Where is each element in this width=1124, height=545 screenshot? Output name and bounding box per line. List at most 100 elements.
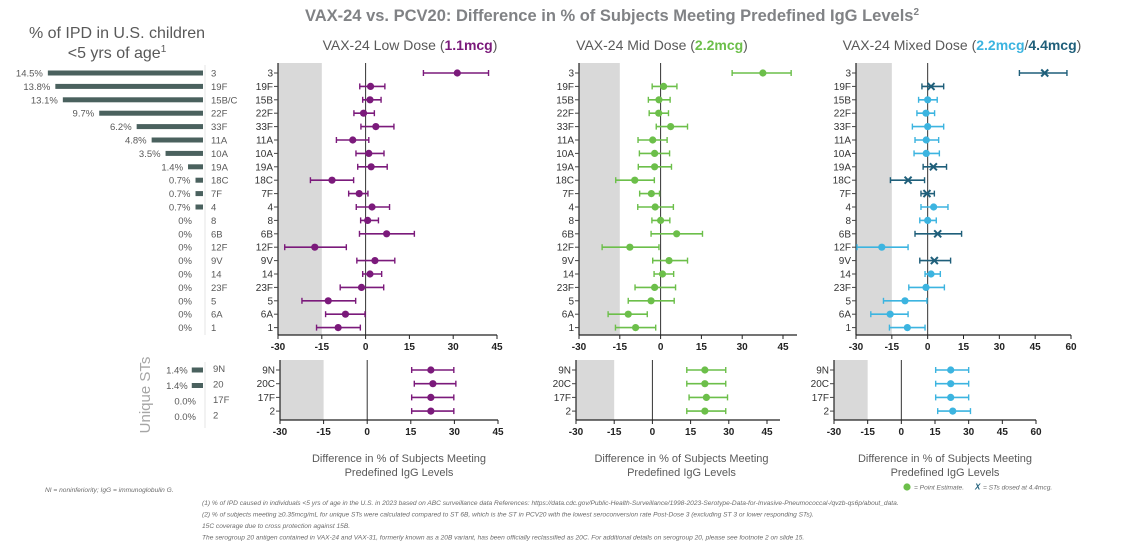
point-estimate: [359, 109, 368, 117]
ipd-bar-value: 0%: [178, 256, 192, 267]
serotype-label: 12F: [256, 243, 273, 254]
serotype-label: 7F: [261, 189, 273, 200]
dose-label: 4.4mcg: [1028, 37, 1076, 53]
point-estimate: [366, 96, 374, 104]
serotype-label: 20C: [257, 379, 275, 390]
forest-row: 9V: [839, 256, 952, 267]
ipd-bar: [136, 124, 203, 130]
ipd-bar-value: 13.1%: [31, 95, 58, 106]
forest-row: 22F: [557, 109, 670, 120]
forest-row: 17F: [812, 393, 970, 404]
ipd-bar: [188, 164, 203, 170]
mid-dose-unique-plot-area: -30 -15 0 15 30 45 9N 20C 17F 2: [553, 360, 780, 438]
serotype-label: 12F: [834, 243, 851, 254]
x-tick-label: -15: [316, 427, 331, 438]
mixed-dose-title: VAX-24 Mixed Dose (2.2mcg/4.4mcg): [843, 37, 1082, 53]
x-marker-legend-label: = STs dosed at 4.4mcg.: [983, 485, 1052, 492]
ipd-bar-value: 6.2%: [110, 122, 132, 133]
x-tick-label: 0: [658, 342, 664, 353]
point-estimate: [371, 257, 379, 265]
serotype-label: 6A: [562, 310, 575, 321]
ipd-serotype-label: 7F: [211, 189, 222, 200]
ipd-bar-value: 0%: [178, 310, 192, 321]
ipd-bar-row: 0% 5: [178, 296, 216, 307]
serotype-label: 18C: [255, 176, 273, 187]
ipd-bar-value: 0%: [178, 243, 192, 254]
ipd-serotype-label: 12F: [211, 243, 228, 254]
serotype-label: 11A: [557, 136, 574, 147]
point-estimate: [655, 96, 663, 104]
point-estimate: [349, 136, 357, 144]
serotype-label: 19A: [833, 162, 851, 173]
serotype-label: 3: [845, 69, 851, 80]
ipd-serotype-label: 19F: [211, 82, 228, 93]
serotype-label: 18C: [556, 176, 574, 187]
serotype-label: 15B: [255, 95, 273, 106]
point-estimate: [657, 216, 665, 224]
serotype-label: 14: [840, 270, 852, 281]
forest-row: 4: [267, 203, 391, 214]
serotype-label: 19F: [557, 82, 574, 93]
x-tick-label: 15: [958, 342, 970, 353]
ipd-bar-row: 0% 6A: [178, 310, 223, 321]
ipd-serotype-label: 6B: [211, 229, 223, 240]
ipd-unique-serotype-label: 17F: [213, 395, 230, 406]
serotype-label: 7F: [839, 189, 851, 200]
ipd-serotype-label: 11A: [211, 136, 228, 147]
ipd-bar-row: 3.5% 10A: [139, 149, 229, 160]
forest-row: 19F: [834, 82, 945, 93]
serotype-label: 5: [267, 296, 273, 307]
ipd-bar-chart: % of IPD in U.S. children<5 yrs of age11…: [16, 25, 238, 433]
forest-row: 6B: [839, 229, 963, 240]
point-estimate: [901, 297, 909, 305]
ipd-bar-value: 13.8%: [23, 82, 50, 93]
forest-row: 17F: [554, 393, 729, 404]
ipd-bar-value: 14.5%: [16, 69, 43, 80]
legend: = Point Estimate. X = STs dosed at 4.4mcg.: [903, 483, 1052, 492]
forest-row: 1: [568, 323, 657, 334]
serotype-label: 4: [267, 203, 273, 214]
serotype-label: 6B: [839, 229, 852, 240]
forest-row: 2: [565, 407, 727, 418]
point-estimate: [355, 190, 363, 198]
forest-row: 5: [267, 296, 357, 307]
forest-row: 12F: [256, 243, 348, 254]
x-tick-label: -15: [315, 342, 330, 353]
x-tick-label: 30: [737, 342, 749, 353]
point-estimate: [922, 136, 930, 144]
x-tick-label: 0: [363, 342, 369, 353]
x-tick-label: 45: [761, 427, 773, 438]
x-axis-label-line1: Difference in % of Subjects Meeting: [312, 453, 486, 465]
ipd-unique-row: 1.4% 20: [166, 380, 223, 393]
serotype-label: 15B: [833, 95, 851, 106]
serotype-label: 3: [568, 69, 574, 80]
footnote: The serogroup 20 antigen contained in VA…: [202, 535, 804, 542]
serotype-label: 11A: [834, 136, 851, 147]
ipd-bar-value: 0%: [178, 296, 192, 307]
x-tick-label: 45: [492, 427, 504, 438]
x-marker-icon: [933, 229, 942, 239]
x-tick-label: 45: [777, 342, 789, 353]
serotype-label: 22F: [256, 109, 273, 120]
low-dose-unique-plot-area: -30 -15 0 15 30 45 9N 20C 17F 2: [257, 360, 504, 438]
serotype-label: 2: [823, 407, 829, 418]
forest-row: 19A: [833, 162, 948, 173]
x-axis-label-line2: Predefined IgG Levels: [891, 467, 1000, 479]
serotype-label: 8: [845, 216, 851, 227]
point-estimate: [673, 230, 681, 238]
x-tick-label: -30: [271, 342, 286, 353]
point-estimate: [924, 216, 932, 224]
ipd-bar: [47, 70, 203, 76]
point-estimate: [624, 310, 632, 318]
forest-row: 11A: [256, 136, 370, 147]
x-tick-label: -30: [572, 342, 587, 353]
point-estimate: [383, 230, 391, 238]
forest-row: 9V: [261, 256, 396, 267]
footnote: 15C coverage due to cross protection aga…: [202, 523, 350, 530]
ipd-serotype-label: 8: [211, 216, 216, 227]
ipd-bar-row: 9.7% 22F: [73, 109, 228, 120]
noninferiority-margin-region: [856, 63, 892, 335]
dose-label: 2.2mcg: [976, 37, 1024, 53]
ipd-serotype-label: 1: [211, 323, 216, 334]
serotype-label: 19F: [256, 82, 273, 93]
